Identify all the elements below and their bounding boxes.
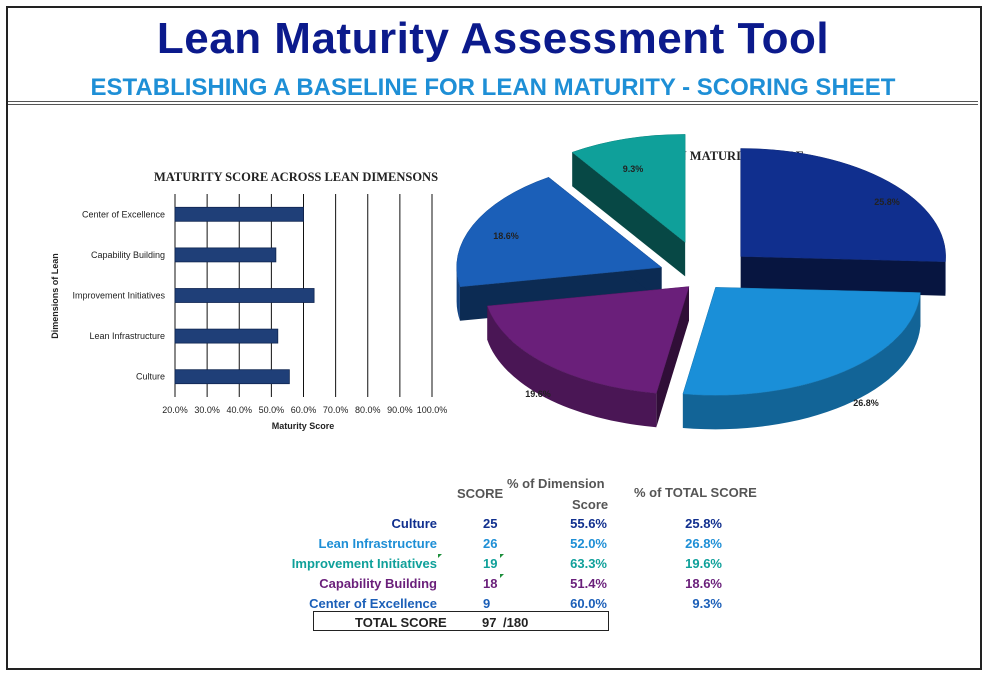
page-frame [6,6,982,670]
row-pct-dimension: 55.6% [570,516,607,531]
header-pct-total: % of TOTAL SCORE [634,485,757,500]
pie-slice-side [740,256,946,296]
pie-data-label: 26.8% [853,398,879,408]
row-score: 25 [483,516,498,531]
divider [8,104,978,105]
page-title: Lean Maturity Assessment Tool [156,14,830,63]
row-pct-dimension: 52.0% [570,536,607,551]
row-dimension-name: Capability Building [319,576,437,591]
pie-slice-side [656,286,690,428]
x-axis-label: Maturity Score [272,421,335,431]
pie-slice [682,287,921,430]
pie-slice-top [486,286,690,394]
pie-slice-top [571,134,686,243]
error-indicator-icon [438,554,442,558]
row-score: 18 [483,576,498,591]
y-tick-label: Improvement Initiatives [72,291,165,301]
row-dimension-name: Improvement Initiatives [291,556,437,571]
header-pct-dimension: % of Dimension [507,476,605,491]
x-tick-label: 20.0% [162,405,188,415]
x-tick-label: 40.0% [226,405,252,415]
row-pct-dimension: 63.3% [570,556,607,571]
total-row [313,611,609,631]
header-pct-dimension-2: Score [572,497,609,512]
total-max: /180 [503,615,529,630]
total-label: TOTAL SCORE [355,615,447,630]
x-tick-label: 80.0% [355,405,381,415]
bar [174,369,290,385]
pie-slice [740,148,946,296]
x-tick-label: 100.0% [417,405,448,415]
row-pct-dimension: 60.0% [570,596,607,611]
pie-data-label: 9.3% [623,164,644,174]
row-pct-total: 18.6% [685,576,722,591]
y-tick-label: Culture [136,372,165,382]
pie-data-label: 18.6% [493,231,519,241]
pie-slice-wall [487,305,657,428]
bar [174,247,277,263]
pie-slice-side [572,152,686,277]
row-dimension-name: Culture [391,516,438,531]
error-indicator-icon [500,554,504,558]
x-tick-label: 90.0% [387,405,413,415]
pie-data-label: 19.6% [525,389,551,399]
y-tick-label: Capability Building [91,250,165,260]
pie-data-label: 25.8% [874,197,900,207]
x-tick-label: 30.0% [194,405,220,415]
row-dimension-name: Lean Infrastructure [318,536,437,551]
bar [174,206,304,222]
x-tick-label: 50.0% [259,405,285,415]
header-score: SCORE [457,486,504,501]
row-score: 9 [483,596,491,611]
y-tick-label: Lean Infrastructure [89,331,165,341]
bar-chart-title: MATURITY SCORE ACROSS LEAN DIMENSONS [154,170,438,184]
row-pct-total: 19.6% [685,556,722,571]
pie-slice-wall [682,292,921,430]
row-pct-dimension: 51.4% [570,576,607,591]
pie-slice-top [682,287,921,396]
pie-slice [486,286,690,428]
row-dimension-name: Center of Excellence [309,596,437,611]
bar [174,288,315,303]
row-pct-total: 9.3% [692,596,722,611]
y-axis-label: Dimensions of Lean [50,253,60,339]
pie-slice [571,134,686,277]
row-pct-total: 25.8% [685,516,722,531]
page-subtitle: ESTABLISHING A BASELINE FOR LEAN MATURIT… [90,74,896,101]
error-indicator-icon [500,574,504,578]
pie-slice-top [456,177,663,288]
pie-slice-top [740,148,946,262]
pie-slice-wall [456,267,460,321]
x-tick-label: 60.0% [291,405,317,415]
x-tick-label: 70.0% [323,405,349,415]
total-value: 97 [482,615,497,630]
bar [174,328,279,344]
row-score: 26 [483,536,498,551]
row-pct-total: 26.8% [685,536,722,551]
divider [8,101,978,102]
row-score: 19 [483,556,498,571]
y-tick-label: Center of Excellence [82,209,165,219]
